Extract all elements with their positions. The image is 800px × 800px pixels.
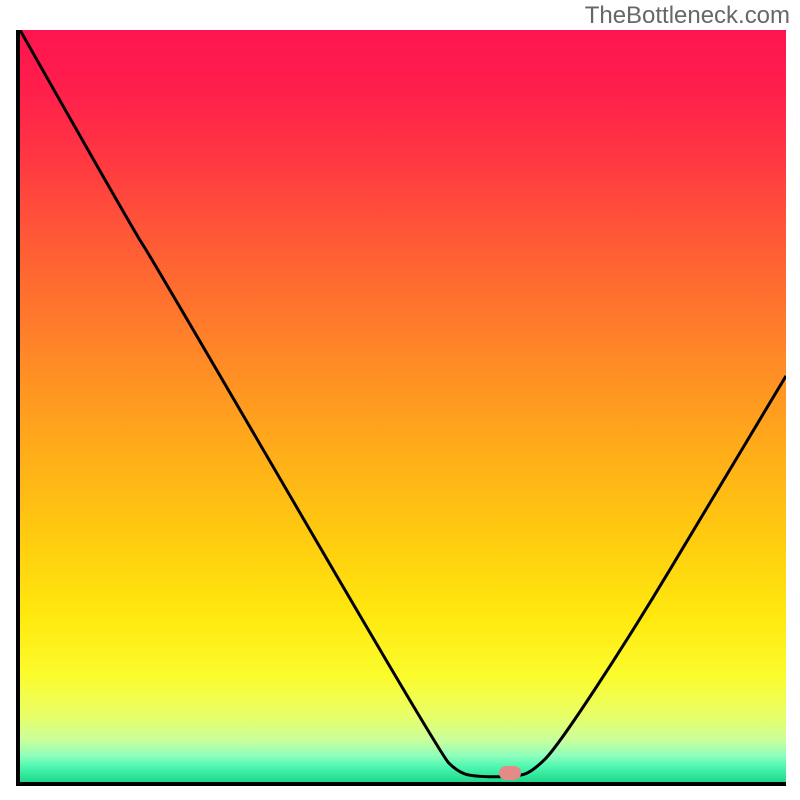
bottleneck-curve — [20, 30, 786, 777]
optimal-point-marker — [499, 766, 521, 780]
plot-area — [16, 30, 786, 786]
curve-layer — [20, 30, 786, 782]
chart-frame: TheBottleneck.com — [0, 0, 800, 800]
watermark-text: TheBottleneck.com — [585, 2, 790, 30]
